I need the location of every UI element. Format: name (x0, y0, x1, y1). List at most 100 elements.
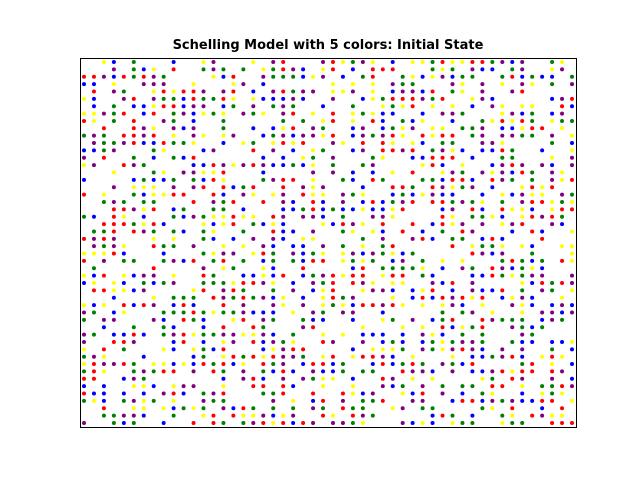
agent-point-yellow (221, 354, 226, 359)
agent-point-blue (201, 163, 206, 168)
agent-point-purple (151, 96, 156, 101)
agent-point-purple (241, 310, 246, 315)
agent-point-green (530, 170, 535, 175)
agent-point-green (520, 317, 525, 322)
agent-point-blue (470, 354, 475, 359)
agent-point-red (380, 148, 385, 153)
agent-point-green (261, 369, 266, 374)
agent-point-yellow (201, 170, 206, 175)
agent-point-green (91, 310, 96, 315)
agent-point-red (330, 273, 335, 278)
agent-point-blue (261, 82, 266, 87)
agent-point-red (330, 67, 335, 72)
agent-point-green (540, 384, 545, 389)
agent-point-green (380, 96, 385, 101)
agent-point-blue (330, 369, 335, 374)
agent-point-green (510, 317, 515, 322)
agent-point-red (211, 163, 216, 168)
agent-point-red (161, 141, 166, 146)
agent-point-blue (470, 104, 475, 109)
agent-point-yellow (430, 74, 435, 79)
agent-point-red (301, 266, 306, 271)
agent-point-blue (251, 89, 256, 94)
agent-point-red (82, 74, 86, 79)
agent-point-purple (261, 295, 266, 300)
agent-point-green (480, 391, 485, 396)
agent-point-yellow (82, 111, 86, 116)
agent-point-blue (271, 163, 276, 168)
agent-point-red (530, 229, 535, 234)
agent-point-yellow (251, 251, 256, 256)
agent-point-blue (470, 177, 475, 182)
agent-point-yellow (91, 398, 96, 403)
agent-point-yellow (241, 362, 246, 367)
agent-point-yellow (520, 244, 525, 249)
agent-point-yellow (330, 376, 335, 381)
agent-point-green (291, 406, 296, 411)
agent-point-green (211, 258, 216, 263)
agent-point-blue (171, 325, 176, 330)
agent-point-red (480, 295, 485, 300)
agent-point-red (560, 104, 565, 109)
agent-point-green (301, 317, 306, 322)
agent-point-red (390, 133, 395, 138)
agent-point-yellow (241, 413, 246, 418)
agent-point-green (500, 273, 505, 278)
agent-point-red (520, 369, 525, 374)
agent-point-blue (111, 74, 116, 79)
agent-point-green (440, 310, 445, 315)
agent-point-purple (111, 67, 116, 72)
agent-point-green (311, 155, 316, 160)
agent-point-blue (450, 192, 455, 197)
agent-point-green (470, 74, 475, 79)
agent-point-green (141, 199, 146, 204)
agent-point-green (201, 67, 206, 72)
agent-point-purple (500, 354, 505, 359)
agent-point-purple (271, 60, 276, 64)
agent-point-blue (350, 347, 355, 352)
agent-point-red (221, 391, 226, 396)
agent-point-purple (470, 67, 475, 72)
agent-point-red (550, 421, 555, 425)
agent-point-yellow (311, 192, 316, 197)
agent-point-yellow (121, 214, 126, 219)
agent-point-green (291, 74, 296, 79)
agent-point-red (231, 222, 236, 227)
agent-point-yellow (440, 339, 445, 344)
agent-point-purple (420, 347, 425, 352)
agent-point-purple (400, 89, 405, 94)
agent-point-purple (500, 133, 505, 138)
agent-point-red (540, 199, 545, 204)
agent-point-blue (221, 376, 226, 381)
agent-point-purple (450, 295, 455, 300)
agent-point-green (360, 163, 365, 168)
agent-point-yellow (490, 118, 495, 123)
agent-point-purple (380, 236, 385, 241)
agent-point-yellow (171, 89, 176, 94)
agent-point-yellow (201, 222, 206, 227)
agent-point-yellow (460, 163, 465, 168)
agent-point-green (470, 266, 475, 271)
agent-point-green (131, 362, 136, 367)
agent-point-yellow (281, 295, 286, 300)
agent-point-red (410, 104, 415, 109)
agent-point-red (530, 362, 535, 367)
agent-point-yellow (450, 222, 455, 227)
agent-point-yellow (201, 413, 206, 418)
agent-point-yellow (201, 60, 206, 64)
agent-point-blue (82, 148, 86, 153)
agent-point-green (181, 207, 186, 212)
agent-point-green (410, 185, 415, 190)
agent-point-purple (301, 133, 306, 138)
agent-point-yellow (161, 170, 166, 175)
agent-point-green (500, 258, 505, 263)
agent-point-green (460, 332, 465, 337)
agent-point-blue (360, 96, 365, 101)
agent-point-green (520, 362, 525, 367)
agent-point-red (540, 236, 545, 241)
agent-point-red (101, 273, 106, 278)
agent-point-purple (530, 273, 535, 278)
agent-point-blue (470, 369, 475, 374)
agent-point-yellow (141, 185, 146, 190)
agent-point-yellow (261, 354, 266, 359)
